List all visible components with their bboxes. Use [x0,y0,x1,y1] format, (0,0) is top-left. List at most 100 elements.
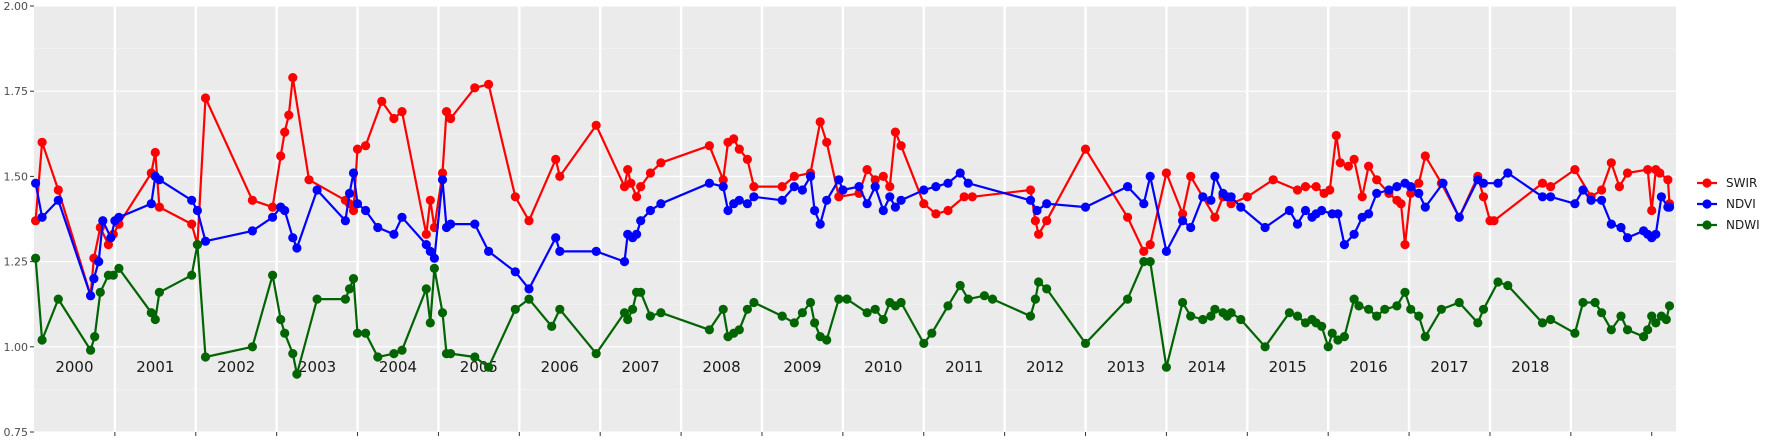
data-point-ndwi [862,308,872,318]
data-point-swir [1420,151,1430,161]
data-point-swir [348,205,359,216]
data-point-ndwi [340,294,350,304]
data-point-ndvi [446,219,456,229]
data-point-ndvi [555,246,565,256]
data-point-ndvi [1206,195,1216,205]
data-point-ndvi [1606,219,1616,229]
data-point-ndwi [1030,294,1040,304]
data-point-ndvi [1651,229,1661,239]
data-point-swir [1161,168,1171,178]
data-point-ndwi [1260,342,1270,352]
data-point-swir [1478,192,1489,202]
data-point-ndwi [979,291,990,301]
data-point-ndvi [854,182,864,192]
data-point-ndvi [200,236,211,246]
data-point-ndvi [797,185,808,195]
data-point-ndvi [632,229,642,239]
data-point-ndvi [890,202,901,212]
data-point-swir [1210,212,1220,222]
data-point-ndwi [1537,318,1548,328]
data-point-ndwi [1198,314,1208,325]
data-point-swir [1139,246,1149,256]
data-point-ndwi [1210,304,1220,314]
data-point-ndwi [1080,338,1091,348]
year-label: 2008 [702,358,740,376]
data-point-ndwi [1478,304,1489,314]
data-point-swir [862,165,872,175]
data-point-ndvi [1042,199,1052,209]
data-point-ndvi [805,171,816,181]
data-point-ndwi [446,349,456,359]
data-point-ndvi [1438,178,1448,188]
data-point-ndwi [623,314,633,325]
data-point-ndvi [1478,178,1489,188]
year-label: 2009 [783,358,821,376]
data-point-ndvi [1656,192,1666,202]
data-point-ndwi [1042,284,1052,294]
data-point-ndwi [1400,287,1410,297]
data-point-swir [441,107,452,117]
data-point-swir [1537,178,1548,188]
data-point-ndwi [200,352,211,362]
data-point-ndwi [373,352,383,362]
data-point-ndwi [1503,280,1513,291]
data-point-ndwi [389,349,399,359]
data-point-ndwi [397,345,407,355]
data-point-swir [510,192,520,202]
data-point-ndvi [1161,246,1171,256]
data-point-ndwi [352,328,363,338]
data-point-ndwi [797,308,808,318]
data-point-ndvi [94,257,104,267]
series-ndwi [30,240,1675,379]
y-tick-label: 1.75 [4,85,29,98]
data-point-swir [1311,182,1321,192]
data-point-ndvi [1139,199,1149,209]
data-point-ndvi [98,216,108,226]
data-point-ndvi [1080,202,1091,212]
data-point-swir [1145,240,1155,250]
data-point-ndvi [704,178,715,188]
data-point-ndvi [896,195,906,205]
data-point-swir [1570,165,1580,175]
data-point-swir [389,113,399,124]
data-point-ndwi [789,318,799,328]
data-point-ndwi [86,345,96,355]
data-point-ndvi [1300,205,1311,216]
data-point-ndwi [704,325,715,335]
data-point-swir [103,240,113,250]
data-point-ndvi [734,195,744,205]
data-point-swir [1357,192,1367,202]
year-label: 2012 [1026,358,1064,376]
data-point-ndvi [656,199,666,209]
data-point-ndvi [1392,182,1402,192]
data-point-swir [1614,182,1624,192]
data-point-ndvi [1339,240,1349,250]
data-point-swir [425,195,435,205]
data-point-swir [967,192,977,202]
data-point-swir [1186,171,1196,181]
data-point-swir [734,144,744,154]
data-point-swir [421,229,431,239]
data-point-ndwi [810,318,820,328]
data-point-ndvi [1186,222,1196,233]
data-point-ndwi [591,349,601,359]
data-point-swir [718,175,728,185]
data-point-swir [1643,165,1653,175]
data-point-swir [1343,161,1353,171]
data-point-swir [1080,144,1091,154]
data-point-swir [885,182,895,192]
data-point-ndvi [943,178,953,188]
data-point-ndwi [280,328,290,338]
data-point-swir [1226,199,1236,209]
data-point-ndwi [943,301,953,311]
data-point-ndwi [734,325,744,335]
data-point-ndwi [1034,277,1044,287]
data-point-swir [1606,158,1616,168]
data-point-swir [524,216,534,226]
data-point-ndvi [429,253,439,263]
data-point-swir [1242,192,1252,202]
data-point-ndwi [1339,332,1349,342]
data-point-swir [1325,185,1335,195]
data-point-ndvi [1349,229,1359,239]
gridlines [34,5,1676,433]
